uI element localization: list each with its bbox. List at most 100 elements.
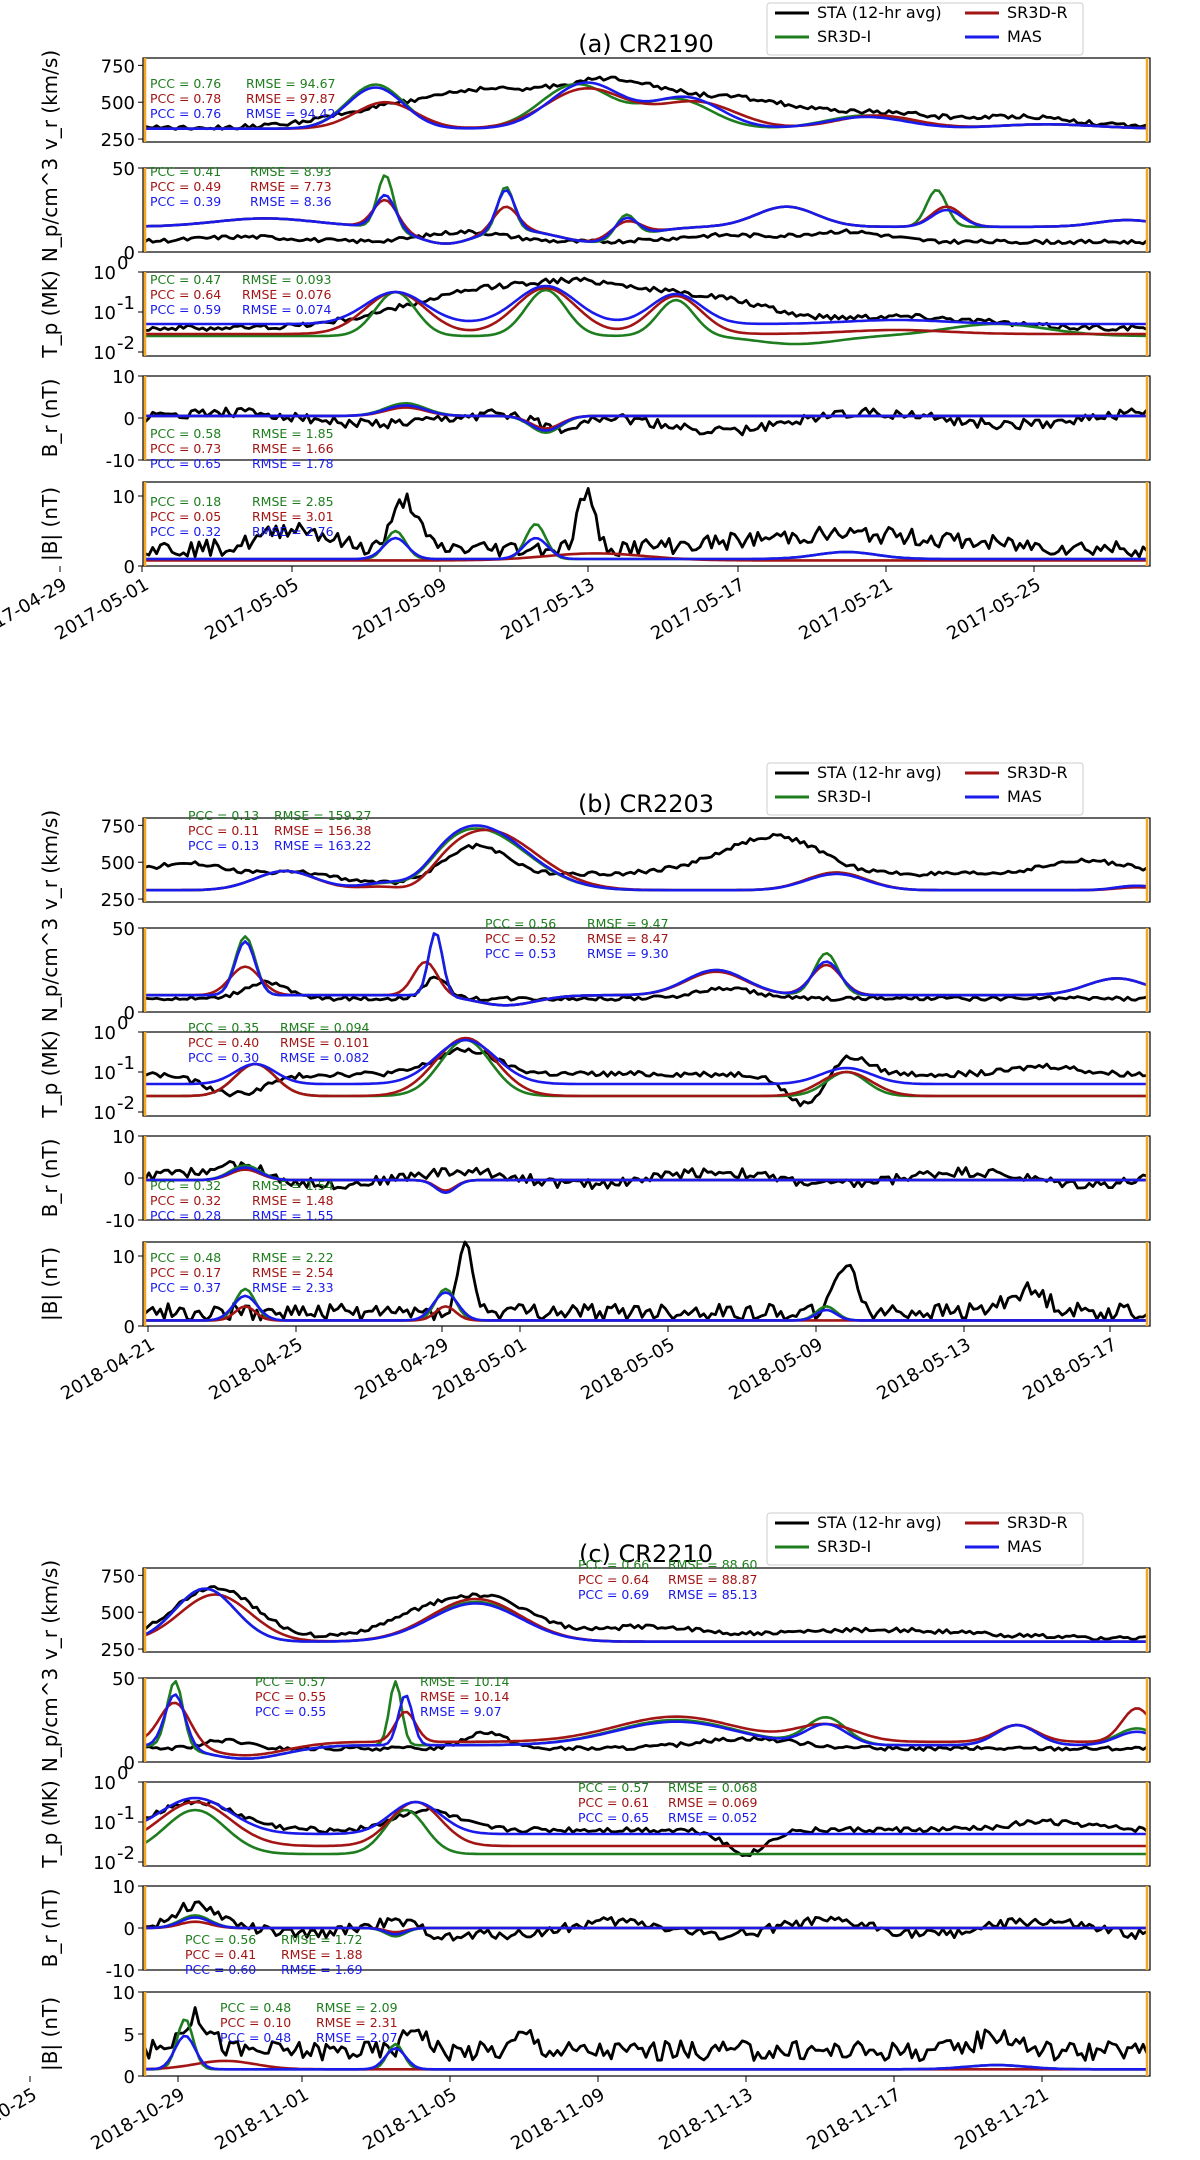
- stat-rmse-sr3d-r: RMSE = 8.47: [587, 931, 669, 946]
- stat-rmse-sr3d-r: RMSE = 97.87: [246, 91, 336, 106]
- series-sr3d-r-line: [145, 286, 1147, 336]
- stat-pcc-mas: PCC = 0.55: [255, 1704, 326, 1719]
- stat-pcc-sr3d-i: PCC = 0.56: [485, 916, 556, 931]
- y-tick-label: 500: [101, 93, 135, 114]
- y-tick-label: -10: [106, 1961, 135, 1982]
- stat-rmse-sr3d-i: RMSE = 2.85: [252, 494, 334, 509]
- stat-pcc-mas: PCC = 0.53: [485, 946, 556, 961]
- series-mas-line: [145, 824, 1148, 892]
- stat-rmse-mas: RMSE = 94.42: [246, 106, 336, 121]
- x-tick-label: 2018-05-13: [873, 1334, 974, 1404]
- x-tick-label: 2017-05-17: [647, 574, 748, 644]
- stat-rmse-sr3d-i: RMSE = 94.67: [246, 76, 336, 91]
- panel-wrap: 0 50 N_p/cm^3 PCC = 0.57 RMSE = 10.14 PCC = 0…: [38, 1668, 1151, 1774]
- series-sta-line: [144, 1046, 1148, 1108]
- stat-pcc-sr3d-r: PCC = 0.61: [578, 1795, 649, 1810]
- x-tick-label: 2018-11-05: [359, 2084, 460, 2154]
- x-tick-label: 2018-11-17: [803, 2084, 904, 2154]
- series-sta-line: [143, 2006, 1149, 2063]
- x-tick-label: 2018-05-17: [1019, 1334, 1120, 1404]
- panel-vr: 250 500 750 v_r (km/s) PCC = 0.66 RMSE = 88.6…: [38, 1557, 1151, 1661]
- y-tick-label: 0: [124, 1919, 135, 1940]
- x-tick-label: 2018-05-09: [725, 1334, 826, 1404]
- y-tick-label: 50: [112, 1669, 135, 1690]
- axes-frame: [142, 57, 1151, 143]
- stat-pcc-sr3d-r: PCC = 0.05: [150, 509, 221, 524]
- x-tick-label: 2018-10-29: [87, 2084, 188, 2154]
- stat-pcc-mas: PCC = 0.60: [185, 1962, 256, 1977]
- y-axis-label: v_r (km/s): [38, 1560, 62, 1660]
- stat-pcc-mas: PCC = 0.69: [578, 1587, 649, 1602]
- stat-pcc-sr3d-i: PCC = 0.57: [578, 1780, 649, 1795]
- legend-label: MAS: [1007, 787, 1042, 806]
- stat-pcc-sr3d-r: PCC = 0.40: [188, 1035, 259, 1050]
- x-tick-label: 2018-05-05: [577, 1334, 678, 1404]
- stat-rmse-sr3d-r: RMSE = 156.38: [274, 823, 372, 838]
- x-tick-label: 2018-11-09: [507, 2084, 608, 2154]
- stat-rmse-sr3d-i: RMSE = 159.27: [274, 808, 371, 823]
- series-mas-line: [145, 284, 1147, 326]
- panel-wrap: -10 0 10 B_r (nT) PCC = 0.58 RMSE = 1.85 PCC =…: [38, 367, 1151, 472]
- y-tick-label: 50: [112, 159, 135, 180]
- y-tick-exponent: -1: [117, 293, 135, 314]
- stat-rmse-sr3d-r: RMSE = 3.01: [252, 509, 334, 524]
- panel-wrap: 0 5 10 |B| (nT) PCC = 0.48 RMSE = 2.09 PCC = 0…: [38, 1983, 1151, 2088]
- y-tick-label: 0: [124, 557, 135, 578]
- series-mas-line: [145, 1038, 1147, 1086]
- series-mas-line: [145, 536, 1147, 561]
- y-tick-label: 250: [101, 890, 135, 911]
- stat-rmse-sr3d-i: RMSE = 1.72: [281, 1932, 363, 1947]
- legend-label: STA (12-hr avg): [817, 1513, 942, 1532]
- stat-rmse-sr3d-i: RMSE = 9.47: [587, 916, 669, 931]
- stat-pcc-sr3d-i: PCC = 0.47: [150, 272, 221, 287]
- y-tick-label: 0: [124, 1317, 135, 1338]
- stat-pcc-sr3d-r: PCC = 0.64: [578, 1572, 649, 1587]
- axes-frame: [142, 1241, 1151, 1327]
- x-tick-label: 2017-05-05: [201, 574, 302, 644]
- y-tick-exponent: -1: [117, 1803, 135, 1824]
- axes-frame: [142, 927, 1151, 1013]
- x-tick-label: 2018-04-21: [57, 1334, 158, 1404]
- panel-tp: 10-210-110 0T_p (MK) PCC = 0.47 RMSE = 0.09…: [38, 253, 1151, 364]
- stat-pcc-mas: PCC = 0.13: [188, 838, 259, 853]
- chart-block-3: (c) CR2210 STA (12-hr avg) SR3D-R SR3D-I MAS…: [0, 1512, 1151, 2155]
- stat-pcc-sr3d-i: PCC = 0.32: [150, 1178, 221, 1193]
- stat-rmse-sr3d-r: RMSE = 1.88: [281, 1947, 363, 1962]
- x-tick-label: 2018-11-13: [655, 2084, 756, 2154]
- stat-pcc-sr3d-r: PCC = 0.32: [150, 1193, 221, 1208]
- stat-rmse-mas: RMSE = 0.082: [280, 1050, 370, 1065]
- panel-wrap: 250 500 750 v_r (km/s) PCC = 0.13 RMSE = 159.…: [38, 808, 1151, 911]
- series-sta-line: [144, 1730, 1148, 1752]
- legend-label: SR3D-I: [817, 27, 871, 46]
- panel-br: -10 0 10 B_r (nT) PCC = 0.58 RMSE = 1.85 PCC =…: [38, 367, 1151, 472]
- stat-rmse-sr3d-i: RMSE = 1.54: [252, 1178, 334, 1193]
- stat-rmse-mas: RMSE = 8.36: [250, 194, 332, 209]
- stat-pcc-sr3d-r: PCC = 0.10: [220, 2015, 291, 2030]
- y-tick-label: -10: [106, 1211, 135, 1232]
- y-tick-exponent: 0: [117, 1763, 128, 1784]
- stat-pcc-sr3d-i: PCC = 0.48: [220, 2000, 291, 2015]
- panel-bt: 0 5 10 |B| (nT) PCC = 0.48 RMSE = 2.09 PCC = 0…: [38, 1983, 1151, 2088]
- stat-rmse-mas: RMSE = 2.76: [252, 524, 334, 539]
- stat-pcc-sr3d-i: PCC = 0.56: [185, 1932, 256, 1947]
- series-sr3d-r-line: [145, 1036, 1147, 1098]
- stat-rmse-sr3d-i: RMSE = 8.93: [250, 164, 332, 179]
- series-sta-line: [144, 406, 1149, 437]
- y-tick-label: 0: [124, 1169, 135, 1190]
- stat-pcc-sr3d-r: PCC = 0.11: [188, 823, 259, 838]
- series-mas-line: [145, 1166, 1147, 1195]
- stat-rmse-sr3d-i: RMSE = 2.22: [252, 1250, 334, 1265]
- stat-rmse-mas: RMSE = 2.07: [316, 2030, 398, 2045]
- series-mas-line: [144, 189, 1148, 245]
- legend-label: STA (12-hr avg): [817, 3, 942, 22]
- y-tick-label: 250: [101, 130, 135, 151]
- panel-wrap: 10-210-110 0T_p (MK)PCC = 0.35 RMSE = 0.09…: [38, 1013, 1151, 1124]
- x-tick-label: 2018-10-25: [0, 2084, 41, 2154]
- stat-pcc-mas: PCC = 0.30: [188, 1050, 259, 1065]
- stat-rmse-sr3d-r: RMSE = 88.87: [668, 1572, 758, 1587]
- chart-block-1: (a) CR2190 STA (12-hr avg) SR3D-R SR3D-I MAS…: [0, 2, 1151, 645]
- stat-rmse-sr3d-i: RMSE = 0.068: [668, 1780, 758, 1795]
- stat-rmse-sr3d-r: RMSE = 10.14: [420, 1689, 510, 1704]
- stat-pcc-mas: PCC = 0.39: [150, 194, 221, 209]
- axes-frame: [142, 481, 1151, 567]
